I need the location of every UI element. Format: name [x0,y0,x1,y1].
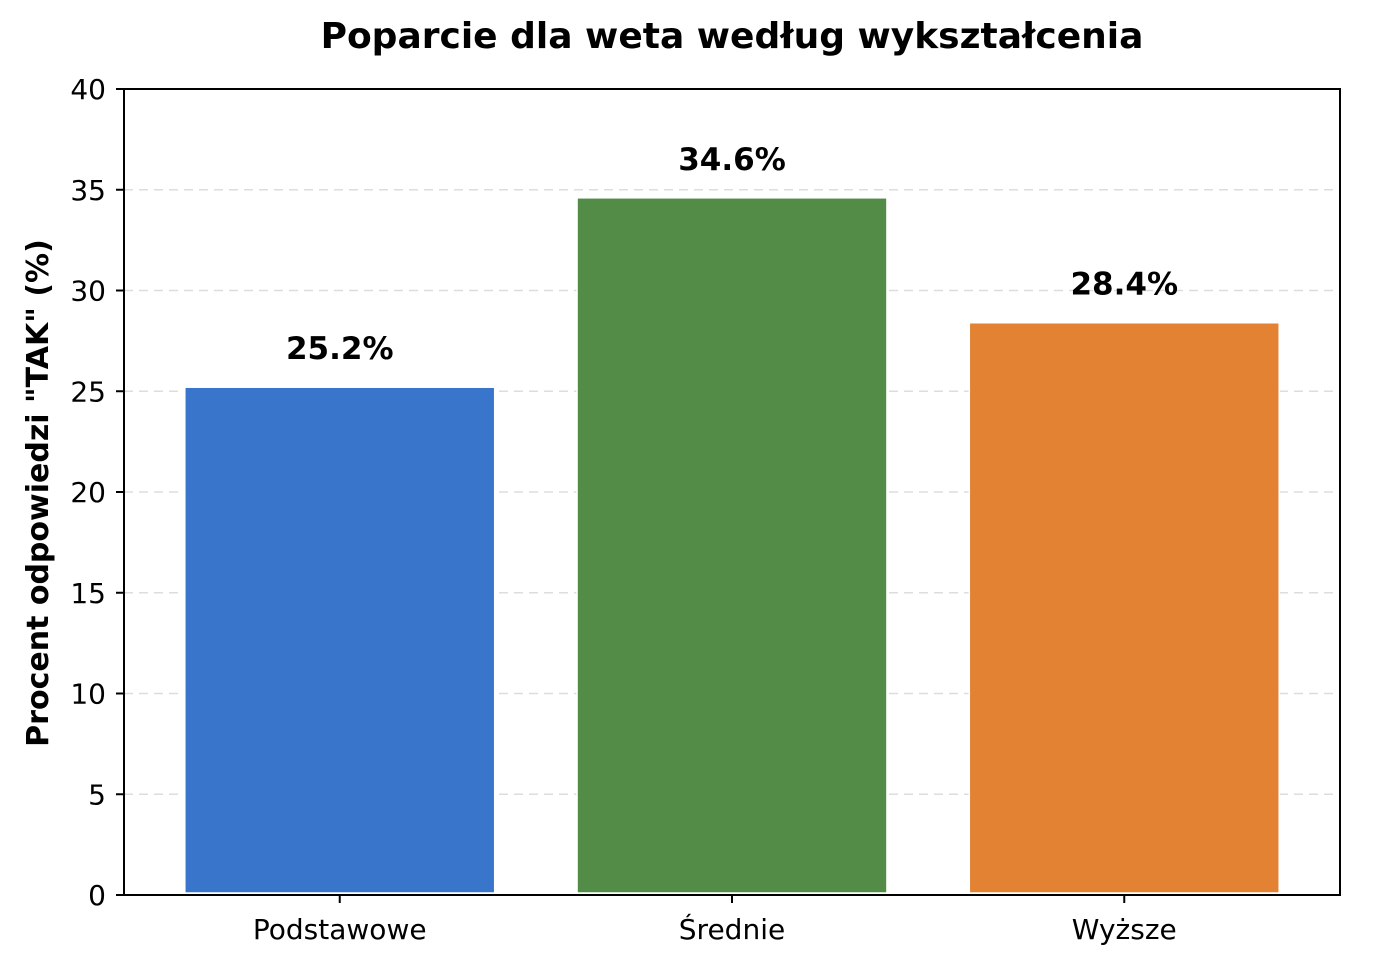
data-label: 34.6% [678,142,786,178]
y-tick-label: 35 [70,174,106,207]
chart-title: Poparcie dla weta według wykształcenia [321,16,1144,57]
y-tick-label: 20 [70,476,106,509]
data-label: 28.4% [1070,267,1178,303]
bar [576,197,888,894]
y-axis-label: Procent odpowiedzi "TAK" (%) [21,239,56,747]
data-label: 25.2% [286,331,394,367]
y-tick-label: 15 [70,577,106,610]
x-tick-label: Średnie [679,912,785,946]
data-labels: 25.2% 34.6% 28.4% [286,142,1178,367]
y-tick-label: 40 [70,73,106,106]
bar [184,386,496,894]
y-tick-label: 25 [70,375,106,408]
y-tick-label: 30 [70,275,106,308]
y-tick-label: 10 [70,678,106,711]
x-axis-ticks: Podstawowe Średnie Wyższe [253,895,1177,946]
x-tick-label: Podstawowe [253,913,427,946]
y-tick-label: 5 [88,778,106,811]
y-axis-ticks: 0 5 10 15 20 25 30 35 40 [70,73,124,912]
y-tick-label: 0 [88,879,106,912]
x-tick-label: Wyższe [1072,913,1177,946]
bars [184,197,1280,894]
bar [968,321,1280,894]
